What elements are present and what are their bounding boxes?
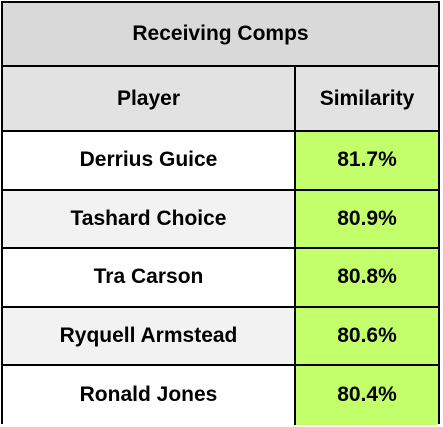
similarity-cell: 80.4% xyxy=(296,366,438,425)
table-row: Tashard Choice 80.9% xyxy=(3,190,438,249)
table-header-row: Player Similarity xyxy=(3,67,438,132)
table-row: Derrius Guice 81.7% xyxy=(3,132,438,191)
player-name-cell: Tra Carson xyxy=(3,249,296,306)
similarity-cell: 80.8% xyxy=(296,249,438,306)
table-row: Ryquell Armstead 80.6% xyxy=(3,307,438,366)
table-row: Tra Carson 80.8% xyxy=(3,249,438,308)
similarity-cell: 80.6% xyxy=(296,307,438,364)
table-title: Receiving Comps xyxy=(3,3,438,67)
similarity-cell: 81.7% xyxy=(296,132,438,189)
similarity-cell: 80.9% xyxy=(296,190,438,247)
player-name-cell: Ronald Jones xyxy=(3,366,296,425)
player-name-cell: Tashard Choice xyxy=(3,190,296,247)
table-row: Ronald Jones 80.4% xyxy=(3,366,438,425)
player-name-cell: Ryquell Armstead xyxy=(3,307,296,364)
player-name-cell: Derrius Guice xyxy=(3,132,296,189)
column-header-player: Player xyxy=(3,67,296,130)
column-header-similarity: Similarity xyxy=(319,86,415,110)
